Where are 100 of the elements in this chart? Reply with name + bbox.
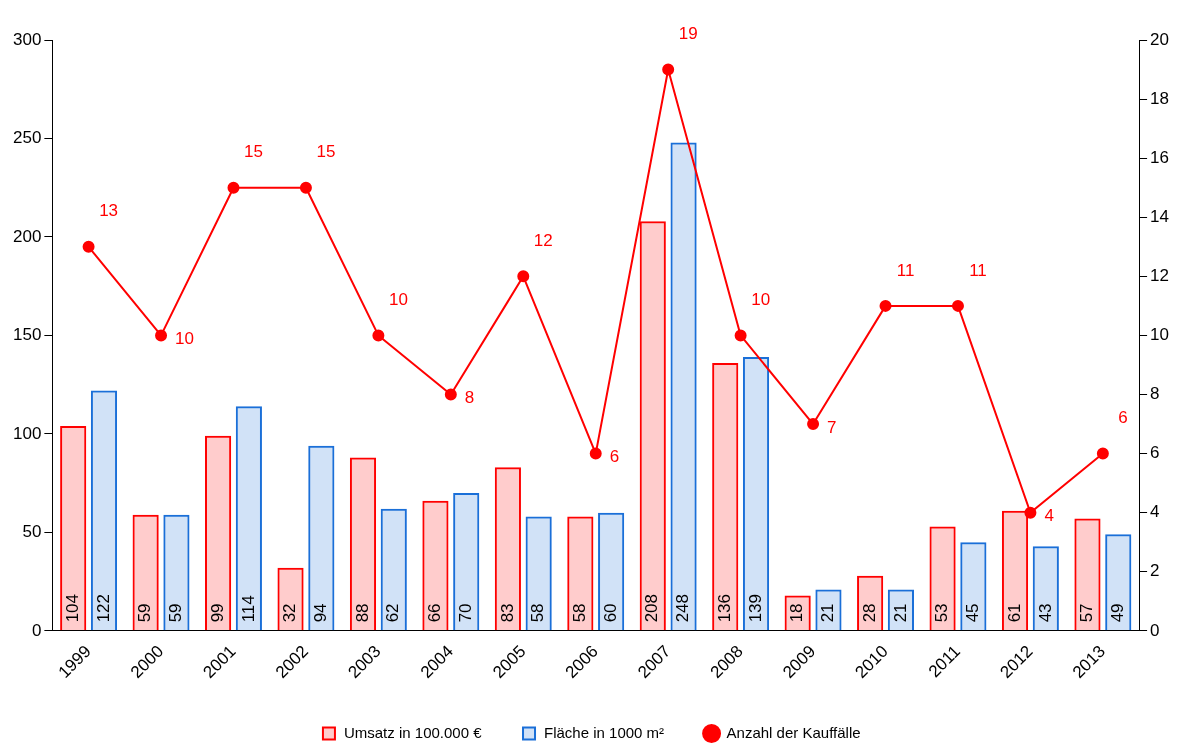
data-label: 6 [1118, 408, 1128, 428]
data-label: 10 [175, 329, 194, 349]
y2-tick-label: 12 [1150, 266, 1170, 286]
bar [380, 508, 407, 631]
data-label: 45 [963, 603, 983, 623]
data-label: 19 [678, 24, 698, 44]
y-tick-label: 300 [12, 29, 42, 49]
data-label: 7 [827, 417, 837, 437]
y2-tick-label: 10 [1150, 325, 1170, 345]
bar [525, 516, 552, 631]
data-label: 58 [570, 603, 590, 623]
data-label: 104 [62, 593, 82, 623]
y2-tick-label: 8 [1150, 384, 1160, 404]
y-tick-label: 250 [12, 128, 42, 148]
bar [349, 457, 377, 631]
point [517, 270, 530, 283]
y-tick-label: 0 [31, 620, 42, 640]
y2-tick-label: 20 [1150, 29, 1170, 49]
data-label: 13 [99, 201, 119, 221]
bar [90, 390, 118, 631]
data-label: 49 [1107, 603, 1127, 623]
bar [742, 357, 770, 631]
bar [277, 567, 304, 631]
legend-label: Fläche in 1000 m² [544, 723, 665, 741]
bar [422, 500, 449, 631]
point [82, 240, 95, 253]
data-label: 62 [383, 603, 403, 623]
point [879, 299, 892, 312]
data-label: 57 [1077, 603, 1097, 623]
data-label: 208 [642, 593, 662, 623]
data-label: 136 [714, 593, 734, 623]
data-label: 18 [787, 603, 807, 623]
data-label: 10 [751, 290, 771, 310]
point [155, 329, 168, 342]
bar [929, 526, 956, 631]
bar [598, 512, 625, 631]
y-tick-label: 200 [12, 226, 42, 246]
data-label: 10 [388, 290, 408, 310]
data-label: 60 [600, 603, 620, 623]
point [299, 181, 312, 194]
point [951, 299, 964, 312]
bar [308, 445, 335, 631]
point [227, 181, 240, 194]
data-label: 99 [207, 603, 227, 623]
data-label: 88 [352, 603, 372, 623]
data-label: 61 [1004, 603, 1024, 623]
bar [670, 142, 697, 631]
y-tick-label: 100 [12, 423, 42, 443]
bar [712, 362, 739, 631]
bar [960, 542, 987, 631]
bar [163, 514, 190, 631]
data-label: 6 [609, 447, 620, 467]
legend-label: Umsatz in 100.000 € [343, 723, 483, 741]
data-label: 66 [425, 603, 445, 623]
y2-tick-label: 0 [1150, 620, 1160, 640]
data-label: 59 [166, 603, 186, 623]
point [807, 418, 820, 431]
data-label: 4 [1044, 506, 1054, 526]
bar [494, 467, 521, 631]
bar [567, 516, 594, 631]
legend-label: Anzahl der Kauffälle [726, 723, 861, 741]
bar [1074, 518, 1101, 631]
data-label: 58 [528, 603, 548, 623]
data-label: 15 [244, 142, 263, 162]
y2-tick-label: 18 [1150, 88, 1170, 108]
data-label: 28 [859, 603, 879, 623]
data-label: 83 [497, 603, 517, 623]
data-label: 32 [280, 603, 300, 623]
y2-tick-label: 16 [1150, 147, 1170, 167]
data-label: 43 [1035, 603, 1055, 623]
data-label: 114 [238, 595, 258, 623]
point [1096, 447, 1109, 460]
y-tick-label: 150 [12, 325, 42, 345]
point [734, 329, 747, 342]
data-label: 11 [969, 260, 987, 280]
data-label: 21 [890, 603, 910, 623]
data-label: 53 [932, 603, 952, 623]
point [1024, 506, 1037, 519]
point [444, 388, 457, 401]
data-label: 139 [745, 593, 765, 623]
y2-tick-label: 4 [1150, 502, 1160, 522]
bar [132, 514, 159, 631]
data-label: 12 [533, 231, 553, 251]
data-label: 11 [896, 260, 915, 280]
data-label: 59 [135, 603, 155, 623]
data-label: 21 [818, 603, 838, 623]
y2-tick-label: 6 [1150, 443, 1160, 463]
bar [60, 426, 87, 631]
bar [205, 435, 232, 631]
bar [1032, 546, 1059, 631]
y-tick-label: 50 [22, 522, 42, 542]
data-label: 15 [316, 142, 336, 162]
bar [453, 492, 480, 631]
point [589, 447, 602, 460]
data-label: 70 [455, 603, 475, 623]
data-label: 248 [673, 593, 693, 623]
point [662, 63, 675, 76]
data-label: 94 [311, 603, 331, 623]
y2-tick-label: 14 [1150, 206, 1170, 226]
y2-tick-label: 2 [1150, 561, 1160, 581]
